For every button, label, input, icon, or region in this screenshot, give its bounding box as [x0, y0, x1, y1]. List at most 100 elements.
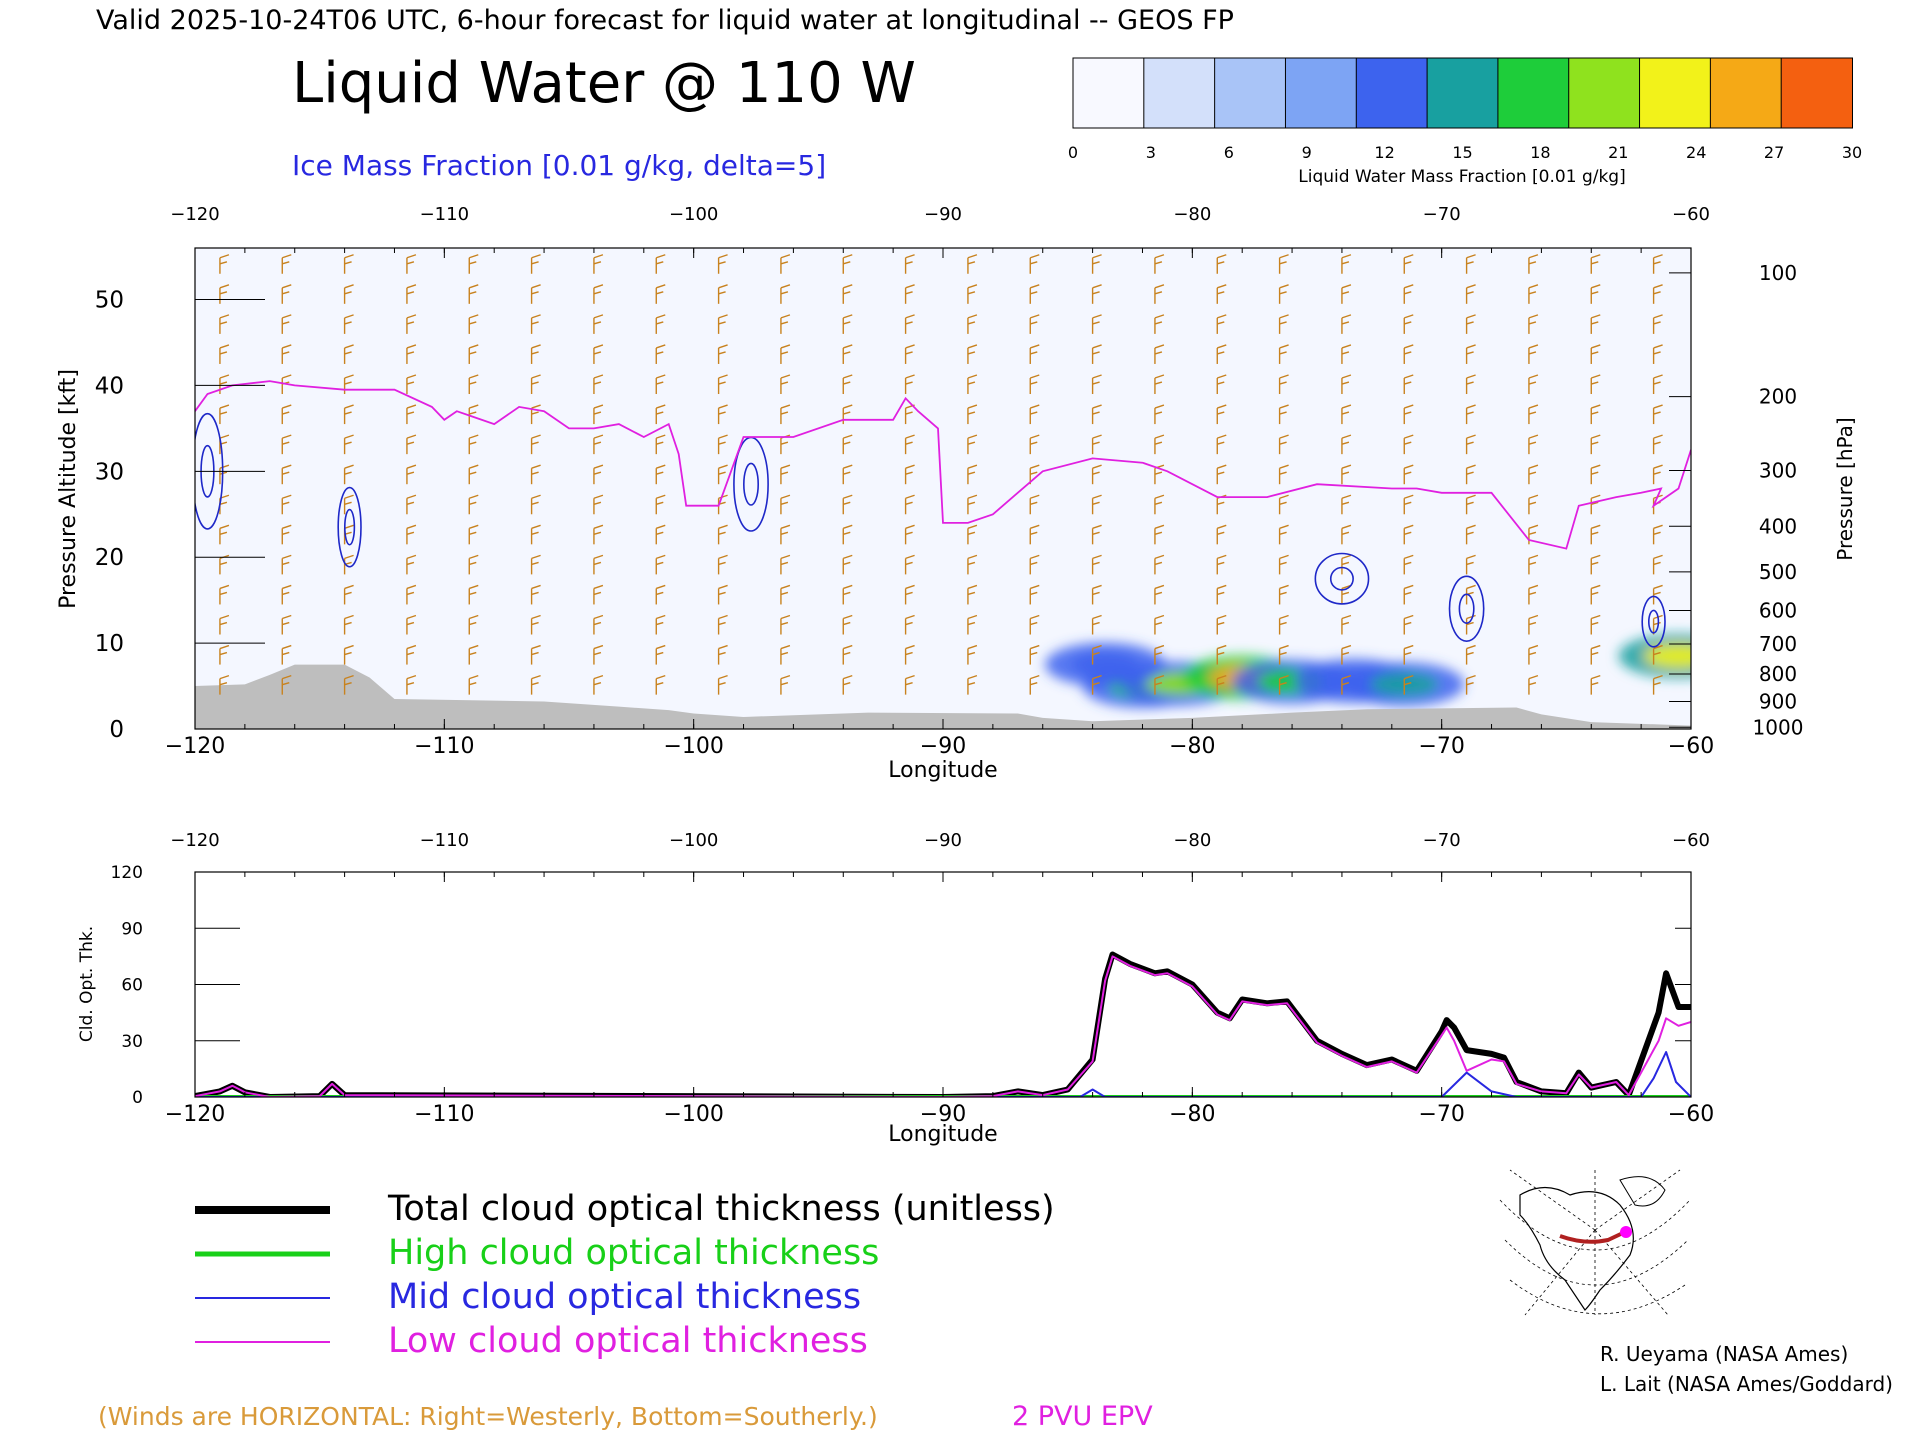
wind-barb [219, 524, 230, 545]
wind-barb-feather [1466, 674, 1476, 680]
wind-barb-feather [406, 381, 415, 385]
wind-barb-feather [780, 494, 791, 499]
wind-barb-feather [531, 524, 541, 529]
wind-barb [780, 494, 791, 515]
wind-barb-feather [406, 621, 415, 626]
wind-barb-feather [905, 614, 915, 620]
wind-barb-feather [843, 434, 853, 439]
wind-barb-feather [219, 314, 230, 319]
x-tick-label-top: −80 [1173, 830, 1211, 851]
colorbar-segment [1709, 57, 1783, 129]
wind-barb [655, 584, 666, 605]
wind-barb-feather [718, 561, 726, 566]
wind-barb-feather [967, 471, 976, 475]
wind-barb [1528, 674, 1539, 695]
wind-barb-feather [219, 644, 230, 650]
wind-barb-feather [1591, 674, 1601, 680]
wind-barb-feather [1341, 464, 1352, 469]
wind-barb [1465, 494, 1476, 515]
wind-barb [343, 314, 354, 334]
x-tick-label-top: −70 [1423, 830, 1461, 851]
liquid-water-field [1045, 633, 1691, 709]
colorbar-segment [1780, 57, 1853, 129]
wind-barb [1216, 314, 1227, 334]
wind-barb [343, 434, 354, 455]
wind-barb-feather [718, 464, 728, 469]
wind-barb-feather [1154, 254, 1165, 259]
wind-barb-feather [593, 531, 602, 536]
wind-barb [530, 434, 541, 455]
wind-barb-feather [1466, 374, 1476, 379]
wind-barb-feather [406, 284, 417, 289]
wind-barb [904, 644, 915, 665]
wind-barb-feather [718, 344, 728, 349]
wind-barb [842, 674, 853, 695]
x-tick-label: −80 [1169, 1102, 1215, 1127]
wind-barb [967, 524, 978, 545]
y-tick-label: 0 [132, 1088, 143, 1108]
y2-tick-label: 600 [1759, 598, 1797, 622]
wind-barb [967, 314, 978, 334]
wind-barb-feather [344, 261, 352, 265]
wind-barb-feather [1528, 614, 1539, 620]
wind-barb-feather [1653, 584, 1663, 590]
upper-ylabel: Pressure Altitude [kft] [56, 369, 81, 609]
wind-barb-feather [1466, 584, 1476, 590]
wind-barb [1341, 554, 1352, 575]
wind-barb [219, 344, 230, 364]
y-tick-label: 10 [95, 631, 124, 657]
wind-barb-feather [1341, 614, 1352, 620]
wind-barb-feather [1341, 494, 1352, 499]
x-tick-label: −100 [663, 1102, 723, 1127]
wind-barb-feather [656, 561, 664, 566]
wind-barb-feather [718, 531, 726, 536]
wind-barb [1091, 254, 1102, 274]
wind-barb-feather [1092, 494, 1102, 499]
wind-barb-feather [1030, 584, 1040, 590]
wind-barb-feather [1466, 344, 1476, 349]
wind-barb-feather [1341, 411, 1350, 415]
wind-barb-feather [282, 644, 292, 650]
x-tick-label-top: −60 [1672, 830, 1710, 851]
legend-label-total: Total cloud optical thickness (unitless) [387, 1189, 1055, 1229]
wind-barb-feather [1591, 374, 1601, 379]
wind-barb-feather [656, 344, 666, 349]
wind-barb-feather [905, 261, 913, 265]
wind-barb-feather [1154, 524, 1165, 529]
wind-barb-feather [1217, 464, 1227, 469]
wind-barb-feather [967, 464, 978, 469]
wind-barb [530, 584, 541, 605]
wind-barb-feather [282, 261, 290, 265]
wind-barb-feather [1154, 344, 1165, 349]
wind-barb-feather [1341, 434, 1352, 439]
wind-barb-feather [1279, 344, 1289, 349]
wind-barb-feather [1217, 314, 1227, 319]
wind-barb [842, 494, 853, 515]
wind-barb-feather [469, 614, 479, 620]
wind-barb-feather [1404, 471, 1412, 475]
wind-barb-feather [1591, 531, 1599, 536]
y2-tick-label: 900 [1759, 690, 1797, 714]
wind-barb [281, 464, 292, 485]
wind-barb-feather [1092, 344, 1102, 349]
wind-barb-feather [1466, 261, 1474, 265]
colorbar-segment [1355, 57, 1429, 129]
wind-barb-feather [1154, 561, 1163, 566]
wind-barb [593, 614, 604, 635]
wind-barb-feather [531, 471, 539, 475]
wind-barb-feather [469, 261, 477, 265]
wind-barb-feather [406, 464, 417, 469]
wind-barb-feather [406, 494, 417, 499]
wind-barb-feather [531, 531, 539, 536]
wind-barb [1341, 674, 1352, 695]
colorbar-segment [1072, 57, 1145, 129]
wind-barb-feather [1217, 681, 1225, 686]
wind-barb [1465, 674, 1476, 695]
legend-label-low: Low cloud optical thickness [388, 1321, 868, 1361]
wind-barb [1341, 374, 1352, 395]
wind-barb-feather [780, 314, 791, 319]
wind-barb [1341, 344, 1352, 364]
wind-barb-feather [1591, 644, 1601, 650]
wind-barb-feather [780, 591, 789, 596]
wind-barb [780, 674, 791, 695]
